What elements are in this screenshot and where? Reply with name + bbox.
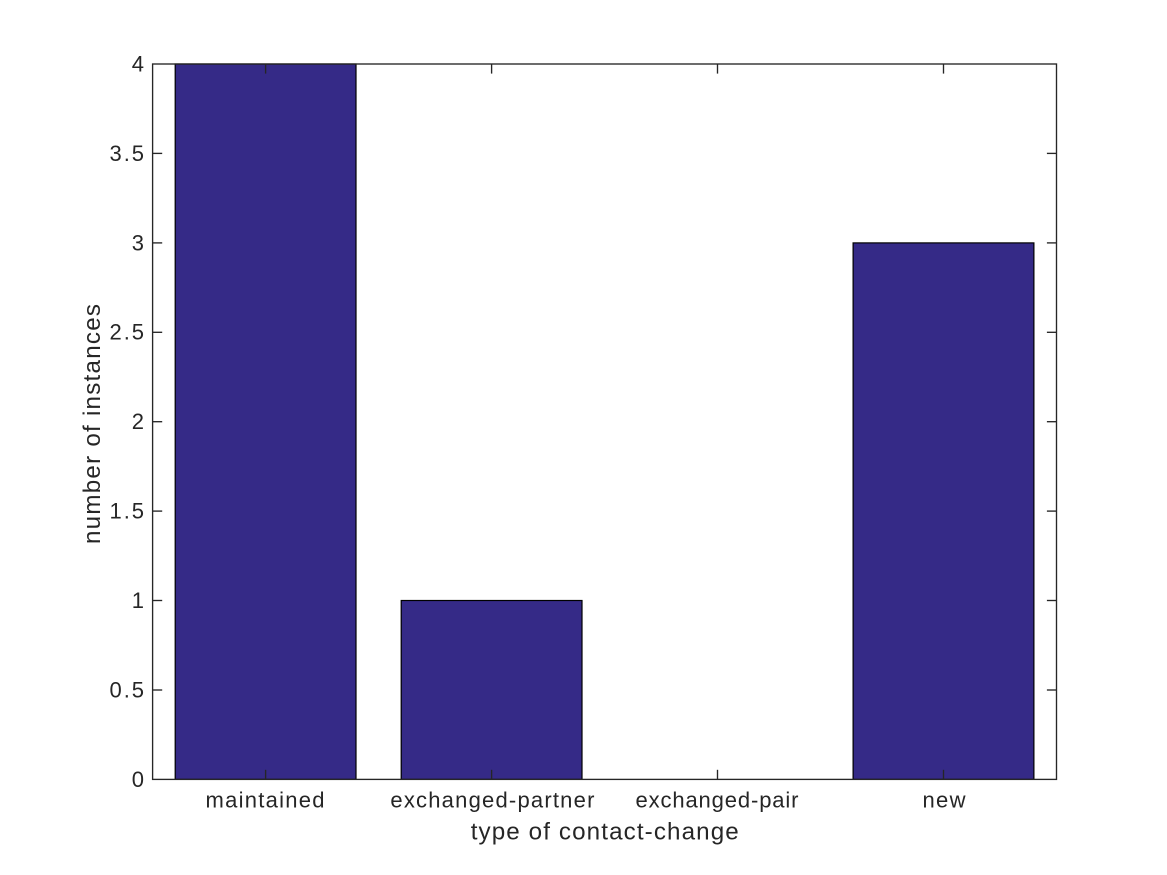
svg-text:3: 3 <box>132 230 144 255</box>
svg-text:0: 0 <box>132 767 144 792</box>
svg-text:exchanged-partner: exchanged-partner <box>390 788 594 813</box>
svg-text:4: 4 <box>132 51 144 76</box>
svg-text:exchanged-pair: exchanged-pair <box>636 788 799 813</box>
svg-text:2: 2 <box>132 409 144 434</box>
svg-text:2.5: 2.5 <box>110 320 145 345</box>
svg-text:0.5: 0.5 <box>110 677 145 702</box>
svg-text:maintained: maintained <box>206 788 325 813</box>
svg-text:type of contact-change: type of contact-change <box>471 819 739 846</box>
svg-text:1.5: 1.5 <box>110 499 145 524</box>
svg-text:1: 1 <box>132 588 144 613</box>
svg-text:3.5: 3.5 <box>110 141 145 166</box>
svg-text:number of instances: number of instances <box>79 304 106 544</box>
svg-text:new: new <box>923 788 966 813</box>
